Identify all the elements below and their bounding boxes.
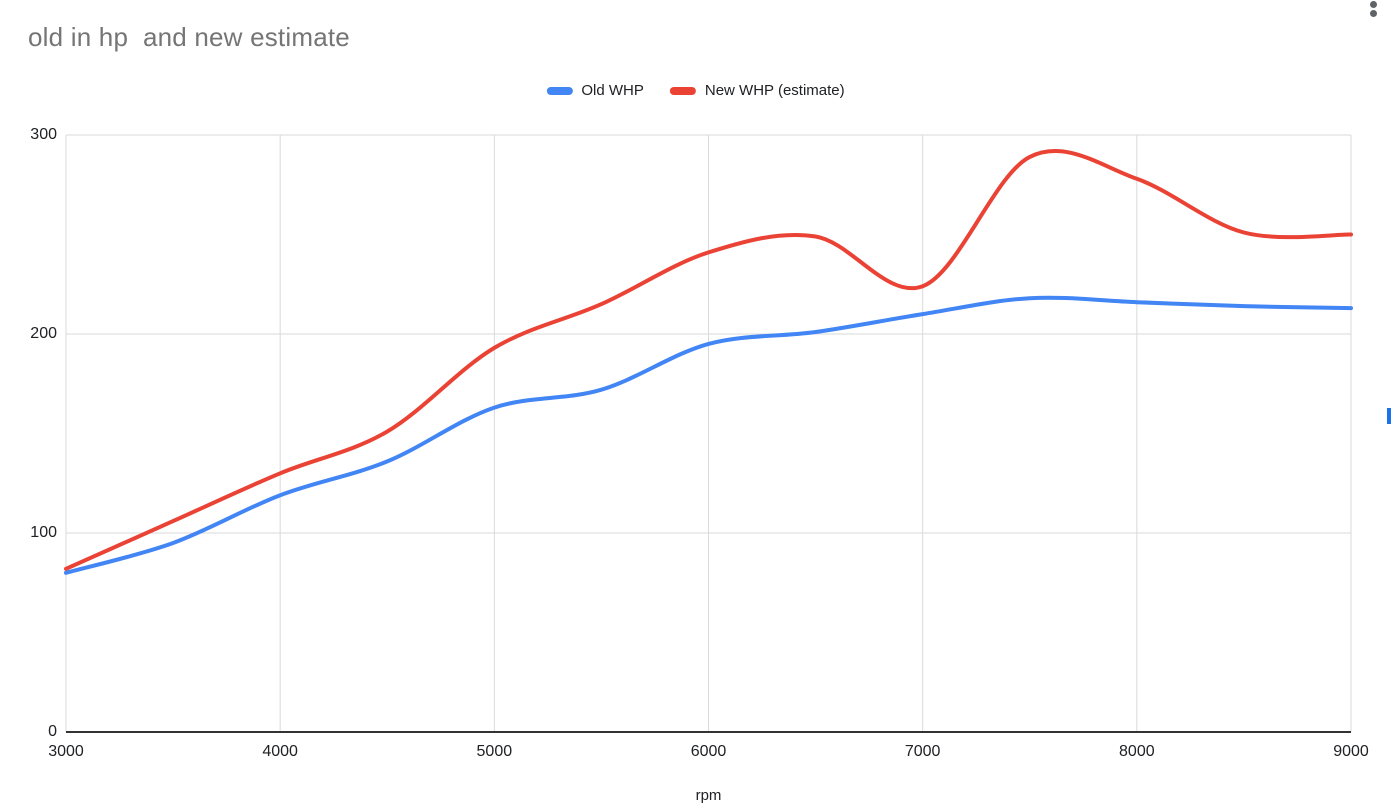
legend-item-old-whp[interactable]: Old WHP: [546, 82, 644, 99]
more-options-icon[interactable]: [1370, 1, 1377, 17]
series-line-old-whp: [64, 295, 1353, 575]
y-tick-label: 0: [48, 723, 57, 740]
kebab-dot: [1370, 10, 1377, 17]
kebab-dot: [1370, 1, 1377, 8]
x-tick-label: 5000: [476, 743, 513, 760]
y-tick-label: 100: [30, 524, 57, 541]
y-tick-label: 300: [30, 126, 57, 143]
legend-swatch-new-whp: [669, 86, 696, 95]
x-tick-label: 8000: [1119, 743, 1155, 760]
chart-title: old in hp and new estimate: [28, 22, 350, 52]
legend-swatch-old-whp: [546, 86, 573, 95]
series-line-new-whp-estimate: [64, 149, 1353, 571]
legend-item-new-whp[interactable]: New WHP (estimate): [669, 82, 845, 99]
x-tick-label: 6000: [690, 743, 727, 760]
legend: Old WHP New WHP (estimate): [546, 82, 845, 99]
x-axis-title: rpm: [695, 787, 722, 803]
y-tick-label: 200: [30, 325, 57, 342]
scrollbar-thumb[interactable]: [1387, 408, 1391, 424]
x-tick-label: 9000: [1333, 743, 1369, 760]
legend-label-old-whp: Old WHP: [581, 82, 644, 99]
x-tick-label: 7000: [904, 743, 941, 760]
x-tick-label: 3000: [48, 743, 84, 760]
x-tick-label: 4000: [262, 743, 298, 760]
legend-label-new-whp: New WHP (estimate): [704, 82, 845, 99]
